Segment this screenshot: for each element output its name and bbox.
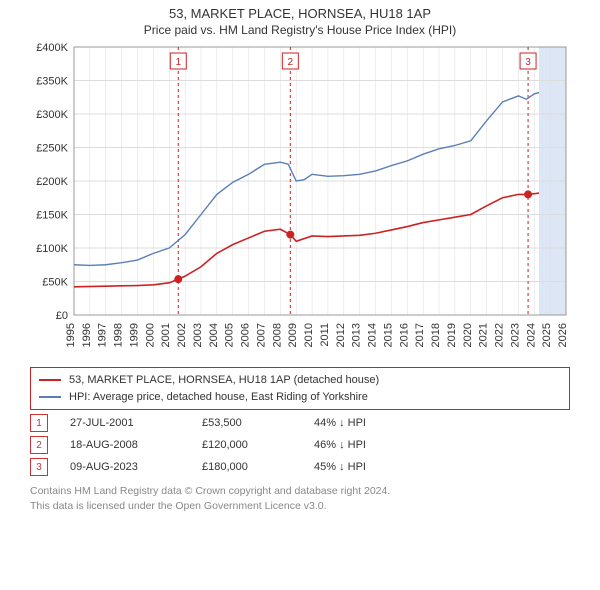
x-tick-label: 2004 (208, 323, 220, 347)
x-tick-label: 2019 (446, 323, 458, 347)
page-title: 53, MARKET PLACE, HORNSEA, HU18 1AP (0, 0, 600, 21)
legend-swatch (39, 396, 61, 398)
x-tick-label: 2003 (192, 323, 204, 347)
x-tick-label: 2011 (319, 323, 331, 347)
x-tick-label: 2021 (478, 323, 490, 347)
price-chart: £0 £50K £100K £150K £200K £250K £300K £350K £400… (20, 41, 580, 361)
event-number-box: 3 (30, 458, 48, 476)
y-tick-label: £150K (36, 210, 68, 222)
event-number-box: 1 (30, 414, 48, 432)
event-date: 18-AUG-2008 (70, 439, 180, 451)
event-delta: 45% ↓ HPI (314, 461, 404, 473)
x-tick-label: 2012 (335, 323, 347, 347)
x-tick-label: 2007 (255, 323, 267, 347)
x-tick-label: 2008 (271, 323, 283, 347)
legend-box: 53, MARKET PLACE, HORNSEA, HU18 1AP (det… (30, 367, 570, 410)
event-date: 09-AUG-2023 (70, 461, 180, 473)
y-tick-label: £300K (36, 109, 68, 121)
y-tick-label: £100K (36, 243, 68, 255)
event-price: £120,000 (202, 439, 292, 451)
x-tick-label: 2018 (430, 323, 442, 347)
page-subtitle: Price paid vs. HM Land Registry's House … (0, 21, 600, 41)
event-date: 27-JUL-2001 (70, 417, 180, 429)
x-tick-label: 2014 (367, 323, 379, 347)
event-number-box: 2 (30, 436, 48, 454)
y-tick-label: £200K (36, 176, 68, 188)
x-tick-label: 2009 (287, 323, 299, 347)
legend-label: HPI: Average price, detached house, East… (69, 389, 368, 406)
x-tick-label: 2016 (398, 323, 410, 347)
y-tick-label: £50K (42, 277, 68, 289)
x-tick-label: 2015 (382, 323, 394, 347)
event-marker-number: 1 (175, 57, 181, 68)
legend-label: 53, MARKET PLACE, HORNSEA, HU18 1AP (det… (69, 372, 379, 389)
x-tick-label: 1999 (128, 323, 140, 347)
y-tick-label: £400K (36, 42, 68, 54)
legend-swatch (39, 379, 61, 381)
y-tick-label: £250K (36, 143, 68, 155)
x-tick-label: 2000 (144, 323, 156, 347)
x-tick-label: 1996 (81, 323, 93, 347)
event-price: £53,500 (202, 417, 292, 429)
x-tick-label: 2006 (240, 323, 252, 347)
event-row: 2 18-AUG-2008 £120,000 46% ↓ HPI (30, 436, 570, 454)
attribution-line1: Contains HM Land Registry data © Crown c… (30, 484, 570, 499)
event-marker-number: 3 (525, 57, 531, 68)
event-marker-number: 2 (288, 57, 294, 68)
attribution-line2: This data is licensed under the Open Gov… (30, 499, 570, 514)
x-tick-label: 1998 (113, 323, 125, 347)
legend-item: 53, MARKET PLACE, HORNSEA, HU18 1AP (det… (39, 372, 561, 389)
x-tick-label: 2010 (303, 323, 315, 347)
x-tick-label: 2024 (525, 323, 537, 347)
event-delta: 46% ↓ HPI (314, 439, 404, 451)
x-tick-label: 2001 (160, 323, 172, 347)
x-tick-label: 2017 (414, 323, 426, 347)
x-tick-label: 1997 (97, 323, 109, 347)
attribution: Contains HM Land Registry data © Crown c… (30, 484, 570, 513)
x-tick-label: 2005 (224, 323, 236, 347)
x-tick-label: 1995 (65, 323, 77, 347)
x-tick-label: 2013 (351, 323, 363, 347)
y-tick-label: £0 (56, 310, 68, 322)
x-tick-label: 2026 (557, 323, 569, 347)
x-tick-label: 2023 (509, 323, 521, 347)
x-tick-label: 2025 (541, 323, 553, 347)
x-tick-label: 2022 (494, 323, 506, 347)
event-price: £180,000 (202, 461, 292, 473)
event-row: 1 27-JUL-2001 £53,500 44% ↓ HPI (30, 414, 570, 432)
legend-item: HPI: Average price, detached house, East… (39, 389, 561, 406)
x-tick-label: 2020 (462, 323, 474, 347)
event-delta: 44% ↓ HPI (314, 417, 404, 429)
event-row: 3 09-AUG-2023 £180,000 45% ↓ HPI (30, 458, 570, 476)
y-tick-label: £350K (36, 76, 68, 88)
events-table: 1 27-JUL-2001 £53,500 44% ↓ HPI 2 18-AUG-2008… (30, 414, 570, 476)
x-tick-label: 2002 (176, 323, 188, 347)
